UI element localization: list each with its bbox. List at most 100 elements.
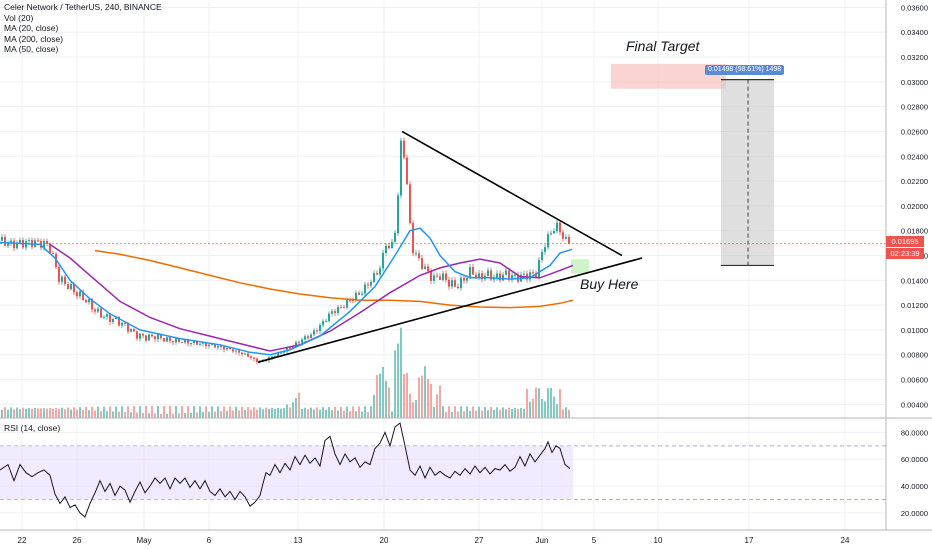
ma20-label[interactable]: MA (20, close): [4, 23, 59, 33]
candle-body: [454, 280, 456, 287]
price-tick-label: 0.01200: [901, 301, 928, 310]
price-tick-label: 0.00800: [901, 351, 928, 360]
vol-indicator-label[interactable]: Vol (20): [4, 12, 34, 23]
candle-body: [73, 284, 75, 293]
candle-body: [463, 277, 465, 281]
volume-bar: [499, 409, 501, 418]
candle-body: [175, 338, 177, 343]
volume-bar: [151, 406, 153, 418]
volume-bar: [37, 408, 39, 418]
candle-body: [157, 334, 159, 340]
price-tick-label: 0.00400: [901, 400, 928, 409]
candle-body: [253, 357, 255, 359]
candle-body: [529, 272, 531, 280]
price-tick-label: 0.02000: [901, 202, 928, 211]
candle-body: [325, 321, 327, 323]
volume-bar: [496, 407, 498, 418]
volume-bar: [538, 388, 540, 418]
buy-here-label[interactable]: Buy Here: [580, 276, 639, 292]
candle-body: [481, 273, 483, 280]
candle-body: [358, 292, 360, 295]
volume-bar: [433, 407, 435, 418]
candle-body: [82, 291, 84, 300]
volume-bar: [307, 409, 309, 418]
volume-bar: [199, 406, 201, 418]
volume-bar: [409, 393, 411, 418]
volume-bar: [484, 406, 486, 418]
candle-body: [274, 356, 276, 358]
time-axis[interactable]: 22 26 May 6 13 20 27 Jun 5 10 17 24: [18, 536, 850, 545]
volume-bar: [310, 407, 312, 418]
price-tick-label: 0.03200: [901, 53, 928, 62]
candle-body: [490, 270, 492, 280]
time-tick-label: 6: [207, 536, 212, 545]
candle-body: [379, 268, 381, 275]
candle-body: [421, 258, 423, 270]
volume-bar: [289, 407, 291, 418]
volume-bar: [40, 408, 42, 418]
rsi-axis[interactable]: 20.0000 40.0000 60.0000 80.0000: [901, 428, 928, 517]
volume-bar: [73, 407, 75, 418]
candle-body: [37, 240, 39, 242]
volume-bar: [271, 407, 273, 418]
ma50-line: [49, 243, 574, 352]
rsi-label[interactable]: RSI (14, close): [4, 423, 61, 433]
candle-body: [298, 342, 300, 344]
volume-bar: [331, 410, 333, 418]
price-tick-label: 0.02600: [901, 127, 928, 136]
candle-body: [316, 330, 318, 332]
final-target-label[interactable]: Final Target: [626, 38, 700, 54]
candle-body: [337, 307, 339, 314]
volume-bar: [412, 402, 414, 418]
ma50-label[interactable]: MA (50, close): [4, 44, 59, 54]
candle-body: [505, 270, 507, 275]
volume-bar: [94, 410, 96, 418]
volume-bar: [517, 408, 519, 418]
candle-body: [214, 344, 216, 348]
volume-bar: [136, 412, 138, 418]
candle-body: [121, 322, 123, 326]
candle-body: [163, 338, 165, 342]
volume-bar: [88, 410, 90, 418]
volume-bar: [364, 406, 366, 418]
candle-body: [361, 293, 363, 295]
candle-body: [16, 242, 18, 249]
candle-body: [433, 275, 435, 281]
candle-body: [202, 342, 204, 344]
volume-bar: [49, 408, 51, 418]
volume-bar: [157, 406, 159, 418]
candle-body: [367, 284, 369, 286]
candle-body: [130, 328, 132, 332]
candle-body: [487, 270, 489, 276]
volume-bar: [532, 398, 534, 418]
candle-body: [445, 273, 447, 280]
candle-body: [76, 292, 78, 297]
volume-bar: [205, 406, 207, 418]
volume-bar: [379, 373, 381, 418]
trendlines[interactable]: [257, 130, 643, 363]
candle-body: [118, 316, 120, 326]
volume-bar: [1, 409, 3, 418]
candle-body: [145, 335, 147, 341]
volume-bar: [106, 411, 108, 418]
candle-body: [439, 276, 441, 280]
candle-body: [397, 195, 399, 234]
time-tick-label: 17: [745, 536, 754, 545]
volume-bars: [1, 327, 570, 418]
price-tick-label: 0.01800: [901, 227, 928, 236]
symbol-title[interactable]: Celer Network / TetherUS, 240, BINANCE: [4, 2, 162, 12]
candle-body: [97, 308, 99, 312]
volume-bar: [220, 411, 222, 418]
ma200-label[interactable]: MA (200, close): [4, 33, 64, 44]
time-tick-label: 24: [841, 536, 850, 545]
candle-body: [343, 307, 345, 309]
measure-label: 0.01498 (98.61%) 1498: [705, 65, 785, 75]
volume-bar: [172, 413, 174, 418]
candle-body: [232, 349, 234, 352]
candle-body: [460, 277, 462, 289]
candle-body: [547, 234, 549, 248]
volume-bar: [202, 412, 204, 418]
volume-bar: [553, 396, 555, 418]
volume-bar: [424, 366, 426, 418]
